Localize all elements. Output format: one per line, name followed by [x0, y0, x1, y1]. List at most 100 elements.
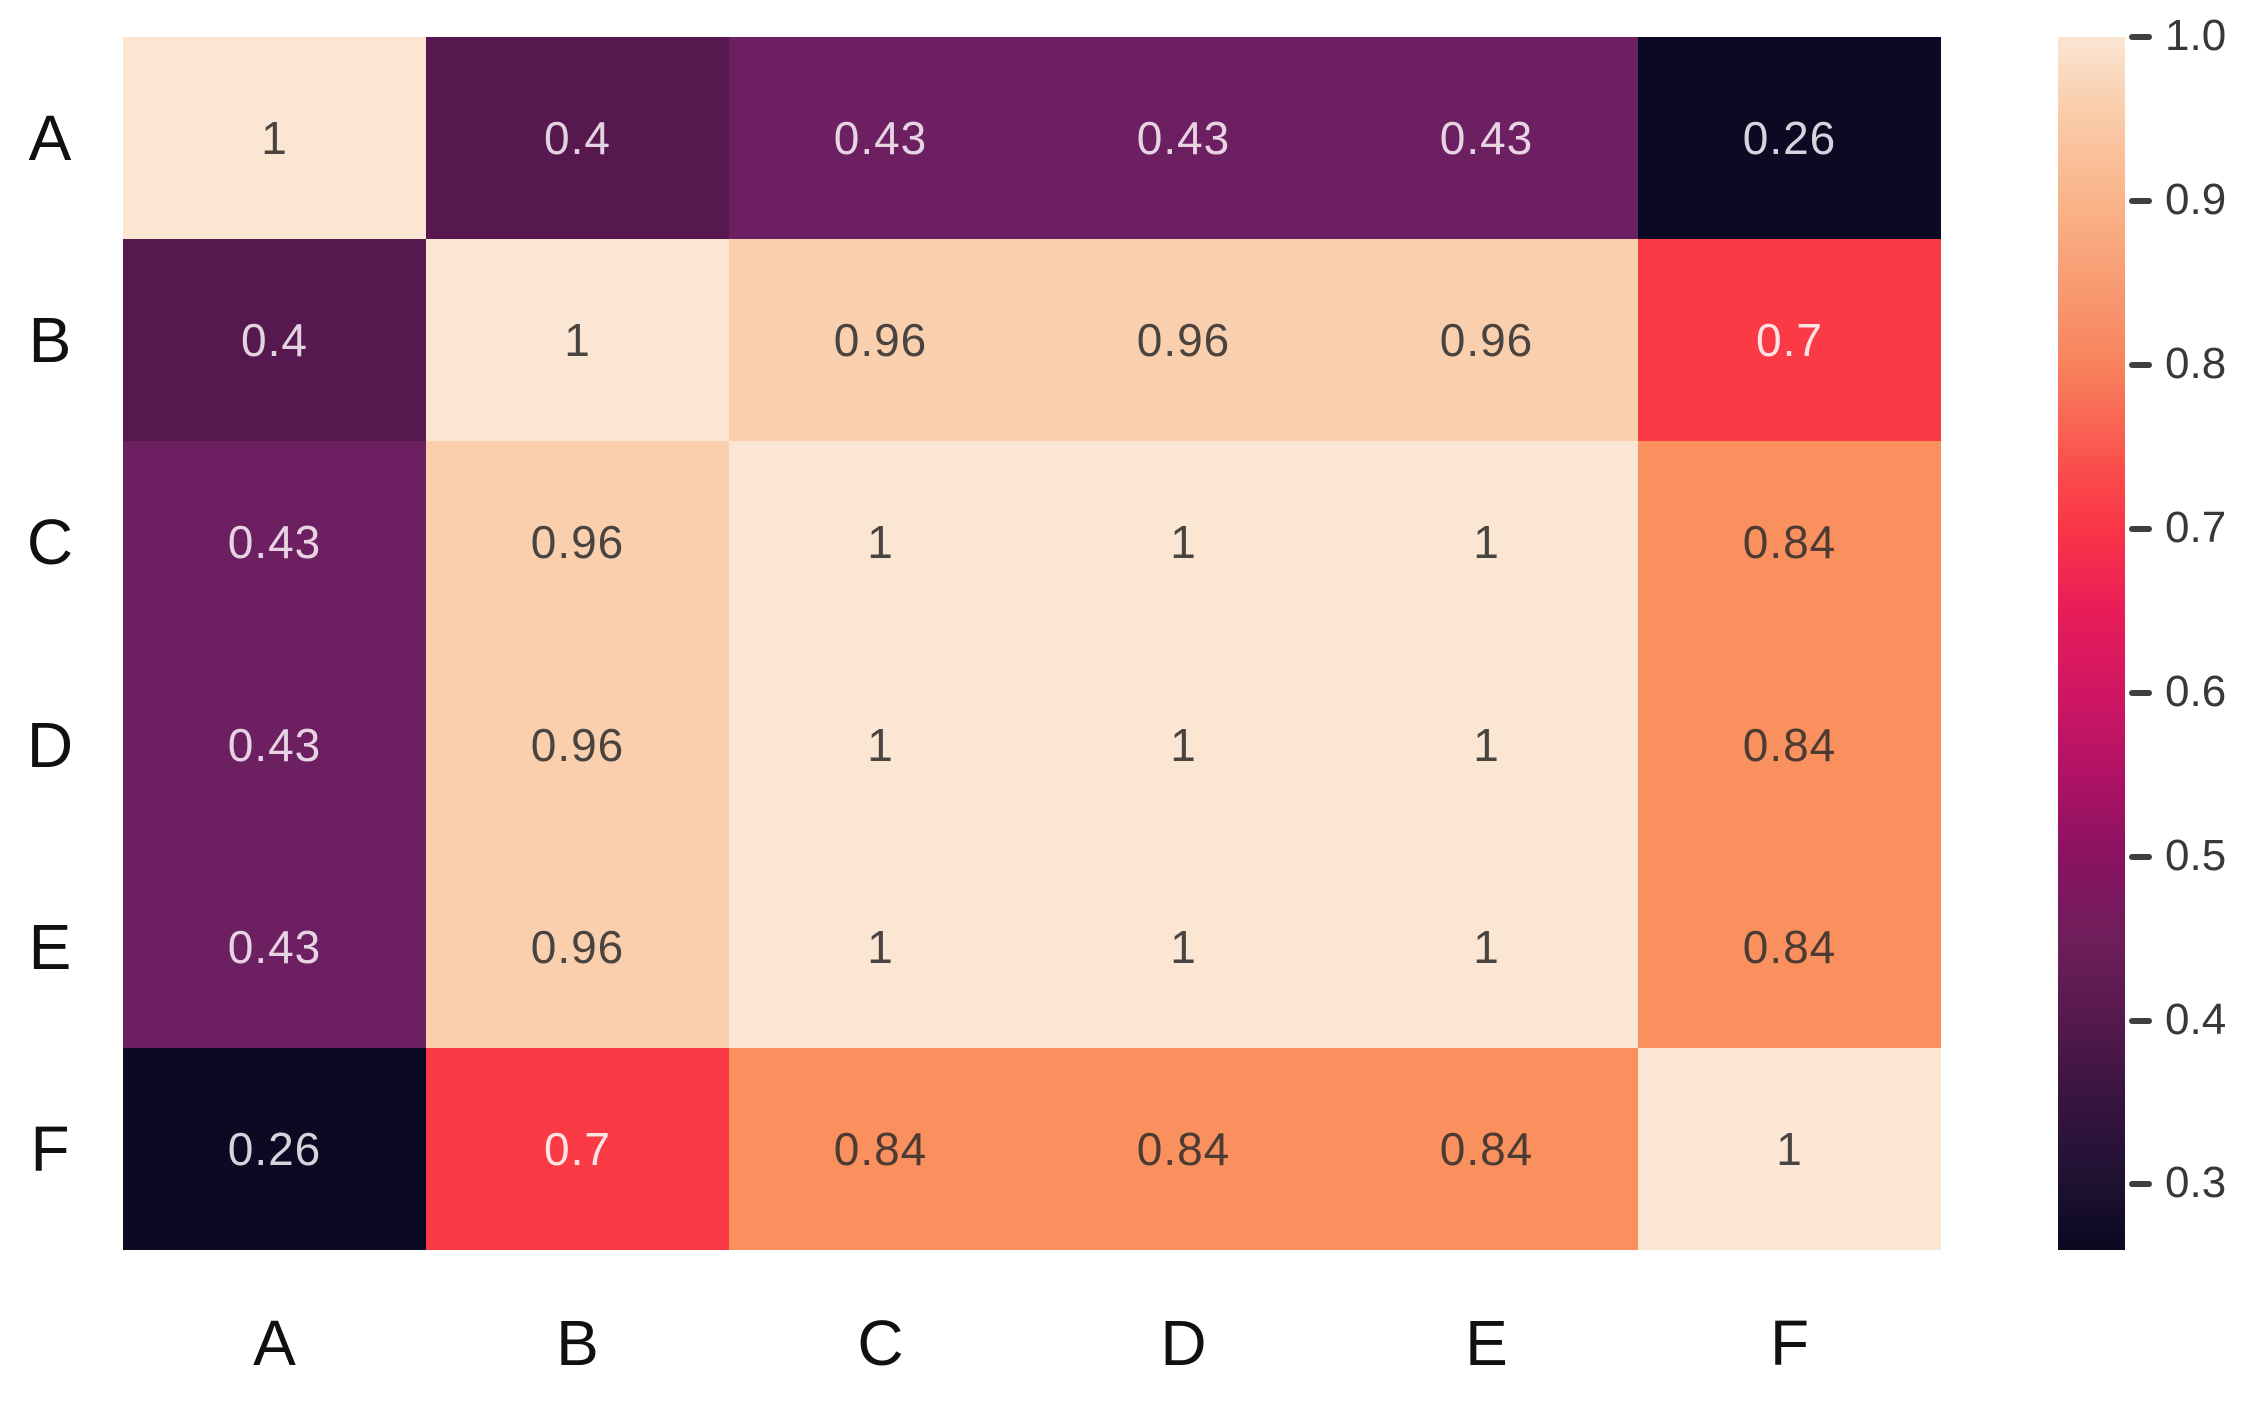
x-axis-label-b: B: [556, 1307, 599, 1379]
heatmap-cell: 1: [729, 643, 1032, 846]
cell-value: 0.96: [1136, 314, 1231, 367]
colorbar-tick-mark: [2129, 853, 2152, 860]
cell-value: 0.4: [544, 112, 611, 165]
colorbar-tick-label: 0.9: [2165, 174, 2227, 224]
heatmap-cell: 0.4: [426, 37, 729, 240]
cell-value: 1: [1473, 516, 1500, 569]
cell-value: 1: [564, 314, 591, 367]
heatmap-cell: 0.43: [1335, 37, 1638, 240]
heatmap-cell: 1: [123, 37, 426, 240]
heatmap-cell: 0.26: [1638, 37, 1941, 240]
heatmap-cell: 0.84: [729, 1047, 1032, 1250]
heatmap-cell: 1: [729, 845, 1032, 1048]
cell-value: 1: [1170, 920, 1197, 973]
heatmap-cell: 0.43: [123, 441, 426, 644]
cell-value: 1: [867, 516, 894, 569]
cell-value: 0.84: [1742, 920, 1837, 973]
heatmap-cell: 1: [1032, 643, 1335, 846]
heatmap-cell: 0.84: [1335, 1047, 1638, 1250]
y-axis-label-e: E: [28, 910, 72, 983]
heatmap-cell: 0.96: [1335, 239, 1638, 442]
colorbar: [2058, 37, 2125, 1250]
cell-value: 1: [261, 112, 288, 165]
heatmap-cell: 1: [426, 239, 729, 442]
cell-value: 1: [1473, 718, 1500, 771]
cell-value: 0.7: [544, 1122, 611, 1175]
x-axis-label-a: A: [253, 1307, 296, 1379]
heatmap-cell: 0.96: [426, 441, 729, 644]
cell-value: 1: [1170, 516, 1197, 569]
cell-value: 0.43: [227, 516, 322, 569]
cell-value: 0.84: [833, 1122, 928, 1175]
y-axis: A B C D E F: [0, 37, 100, 1250]
cell-value: 0.4: [241, 314, 308, 367]
heatmap-cell: 1: [1032, 441, 1335, 644]
cell-value: 0.43: [833, 112, 928, 165]
heatmap-cell: 0.84: [1638, 845, 1941, 1048]
colorbar-ticks: 1.0 0.9 0.8 0.7 0.6 0.5 0.4 0.3: [2129, 11, 2251, 1250]
heatmap-cell: 0.7: [1638, 239, 1941, 442]
heatmap-cell: 1: [1335, 441, 1638, 644]
heatmap-cell: 0.43: [729, 37, 1032, 240]
colorbar-tick-label: 1.0: [2165, 11, 2227, 60]
heatmap-cell: 0.96: [426, 845, 729, 1048]
colorbar-tick-mark: [2129, 361, 2152, 368]
heatmap-cell: 1: [1638, 1047, 1941, 1250]
heatmap-cell: 1: [1335, 845, 1638, 1048]
y-axis-label-d: D: [26, 708, 74, 781]
heatmap-cell: 0.84: [1032, 1047, 1335, 1250]
heatmap-cell: 1: [729, 441, 1032, 644]
heatmap-cell: 0.43: [123, 845, 426, 1048]
heatmap-cell: 0.7: [426, 1047, 729, 1250]
heatmap-cell: 0.26: [123, 1047, 426, 1250]
y-axis-label-c: C: [26, 506, 74, 579]
colorbar-tick-label: 0.3: [2165, 1158, 2227, 1208]
cell-value: 0.96: [833, 314, 928, 367]
heatmap-cell: 0.84: [1638, 643, 1941, 846]
colorbar-tick-mark: [2129, 1017, 2152, 1024]
cell-value: 0.7: [1756, 314, 1823, 367]
cell-value: 1: [867, 920, 894, 973]
cell-value: 1: [1473, 920, 1500, 973]
colorbar-tick-label: 0.4: [2165, 994, 2227, 1044]
cell-value: 0.96: [530, 516, 625, 569]
colorbar-tick-mark: [2129, 689, 2152, 696]
heatmap-cell: 0.96: [1032, 239, 1335, 442]
colorbar-tick-mark: [2129, 525, 2152, 532]
cell-value: 1: [1776, 1122, 1803, 1175]
x-axis: A B C D E F: [123, 1288, 1941, 1398]
cell-value: 0.84: [1742, 718, 1837, 771]
cell-value: 0.43: [227, 718, 322, 771]
x-axis-label-c: C: [857, 1307, 904, 1379]
cell-value: 0.96: [530, 920, 625, 973]
cell-value: 0.43: [227, 920, 322, 973]
heatmap-cell: 0.43: [1032, 37, 1335, 240]
heatmap-cell: 1: [1032, 845, 1335, 1048]
colorbar-tick-label: 0.5: [2165, 830, 2227, 880]
heatmap-cell: 0.4: [123, 239, 426, 442]
x-axis-label-e: E: [1465, 1307, 1508, 1379]
cell-value: 0.96: [1439, 314, 1534, 367]
heatmap-cell: 0.96: [426, 643, 729, 846]
cell-value: 0.84: [1136, 1122, 1231, 1175]
cell-value: 0.43: [1136, 112, 1231, 165]
x-axis-label-f: F: [1769, 1307, 1810, 1379]
y-axis-label-a: A: [28, 102, 72, 175]
y-axis-label-f: F: [30, 1112, 70, 1185]
heatmap-grid: 1 0.4 0.43 0.43 0.43 0.26 0.4 1 0.96 0.96 0.96 0.7 0…: [123, 37, 1941, 1250]
colorbar-tick-mark: [2129, 34, 2152, 40]
colorbar-tick-label: 0.6: [2165, 666, 2227, 716]
colorbar-tick-label: 0.8: [2165, 338, 2227, 388]
cell-value: 0.84: [1742, 516, 1837, 569]
cell-value: 0.26: [1742, 112, 1837, 165]
colorbar-tick-mark: [2129, 1181, 2152, 1188]
cell-value: 0.84: [1439, 1122, 1534, 1175]
colorbar-tick-label: 0.7: [2165, 502, 2227, 552]
heatmap-cell: 0.96: [729, 239, 1032, 442]
y-axis-label-b: B: [28, 304, 72, 377]
colorbar-tick-mark: [2129, 197, 2152, 204]
cell-value: 0.26: [227, 1122, 322, 1175]
cell-value: 0.96: [530, 718, 625, 771]
heatmap-cell: 0.43: [123, 643, 426, 846]
